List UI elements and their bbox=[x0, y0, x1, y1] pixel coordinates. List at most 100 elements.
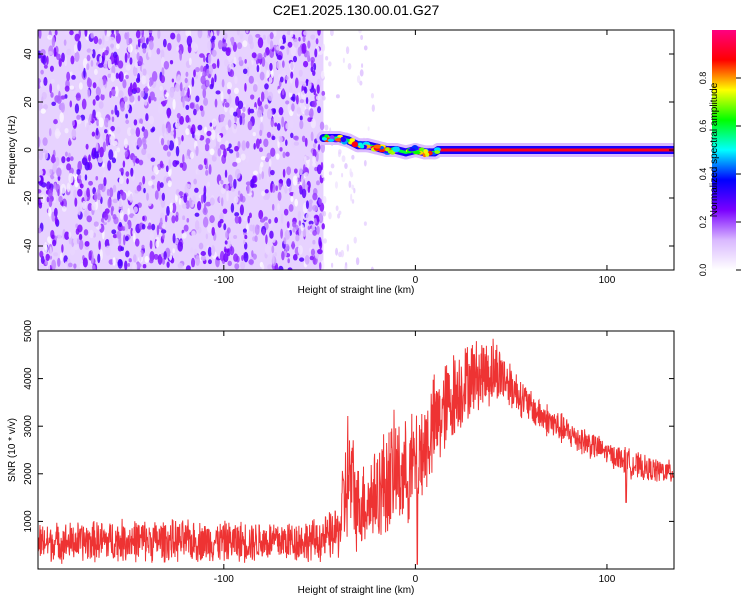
noise-speckle bbox=[277, 88, 282, 94]
noise-speckle bbox=[132, 65, 138, 77]
noise-speckle bbox=[161, 192, 166, 202]
noise-speckle bbox=[292, 175, 298, 186]
noise-speckle bbox=[209, 122, 213, 127]
noise-speckle bbox=[321, 260, 325, 270]
noise-speckle bbox=[295, 234, 300, 242]
noise-speckle bbox=[236, 151, 240, 159]
noise-speckle bbox=[315, 95, 321, 101]
noise-speckle bbox=[66, 71, 71, 81]
noise-speckle bbox=[265, 234, 268, 245]
noise-speckle bbox=[178, 191, 184, 196]
noise-speckle bbox=[69, 85, 75, 90]
noise-speckle bbox=[203, 126, 208, 134]
noise-speckle bbox=[159, 212, 165, 220]
noise-speckle bbox=[291, 103, 295, 112]
noise-speckle bbox=[291, 93, 296, 102]
noise-speckle bbox=[250, 178, 255, 189]
noise-speckle bbox=[267, 264, 273, 270]
noise-speckle bbox=[46, 196, 50, 203]
noise-speckle bbox=[48, 198, 53, 208]
noise-speckle bbox=[100, 93, 105, 101]
noise-speckle bbox=[239, 115, 243, 126]
noise-speckle bbox=[71, 128, 77, 139]
noise-speckle bbox=[312, 192, 318, 201]
noise-speckle bbox=[256, 109, 262, 118]
noise-speckle bbox=[195, 66, 200, 73]
noise-speckle bbox=[199, 142, 205, 153]
noise-speckle bbox=[179, 162, 184, 168]
noise-speckle bbox=[48, 128, 52, 137]
noise-speckle bbox=[350, 193, 353, 202]
noise-speckle bbox=[258, 209, 264, 220]
noise-speckle bbox=[51, 101, 57, 106]
noise-speckle bbox=[264, 61, 269, 70]
noise-speckle bbox=[240, 153, 246, 161]
noise-speckle bbox=[177, 262, 184, 269]
noise-speckle bbox=[96, 118, 100, 127]
noise-speckle bbox=[165, 165, 169, 173]
noise-speckle bbox=[151, 223, 156, 231]
noise-speckle bbox=[64, 231, 70, 240]
noise-speckle bbox=[66, 48, 72, 56]
noise-speckle bbox=[195, 95, 200, 103]
noise-speckle bbox=[124, 150, 129, 158]
noise-speckle bbox=[358, 30, 362, 34]
noise-speckle bbox=[38, 227, 42, 234]
noise-speckle bbox=[170, 130, 175, 136]
y-tick-label: 4000 bbox=[23, 367, 34, 390]
noise-speckle bbox=[117, 60, 124, 69]
noise-speckle bbox=[60, 102, 66, 113]
noise-speckle bbox=[97, 253, 101, 264]
onset-blob bbox=[327, 138, 335, 142]
noise-speckle bbox=[187, 184, 192, 189]
noise-speckle bbox=[338, 149, 342, 155]
noise-speckle bbox=[141, 126, 145, 132]
noise-speckle bbox=[293, 141, 300, 146]
noise-speckle bbox=[170, 32, 176, 40]
noise-speckle bbox=[185, 71, 189, 77]
noise-speckle bbox=[290, 118, 294, 129]
noise-speckle bbox=[211, 35, 216, 41]
noise-speckle bbox=[153, 253, 159, 260]
noise-speckle bbox=[51, 36, 56, 48]
noise-speckle bbox=[97, 183, 104, 190]
noise-speckle bbox=[115, 30, 119, 36]
noise-speckle bbox=[277, 191, 282, 202]
noise-speckle bbox=[317, 106, 321, 114]
noise-speckle bbox=[182, 96, 185, 108]
noise-speckle bbox=[361, 63, 364, 68]
noise-speckle bbox=[200, 194, 204, 204]
noise-speckle bbox=[278, 107, 284, 116]
noise-speckle bbox=[284, 243, 290, 251]
noise-speckle bbox=[47, 51, 53, 56]
noise-speckle bbox=[151, 126, 156, 132]
noise-speckle bbox=[43, 76, 48, 86]
noise-speckle bbox=[206, 223, 213, 234]
noise-speckle bbox=[154, 190, 159, 200]
noise-speckle bbox=[238, 56, 242, 62]
noise-speckle bbox=[211, 41, 215, 49]
noise-speckle bbox=[114, 86, 119, 97]
noise-speckle bbox=[176, 112, 181, 119]
noise-speckle bbox=[61, 156, 66, 164]
noise-speckle bbox=[111, 229, 117, 235]
noise-speckle bbox=[161, 123, 166, 135]
colorbar: 0.0 0.2 0.4 0.6 0.8 Normalized spectral ampl… bbox=[698, 30, 741, 276]
noise-speckle bbox=[203, 202, 207, 214]
noise-speckle bbox=[203, 158, 207, 166]
noise-speckle bbox=[243, 251, 249, 263]
noise-speckle bbox=[197, 124, 203, 131]
noise-speckle bbox=[331, 262, 334, 268]
noise-speckle bbox=[314, 48, 318, 58]
noise-speckle bbox=[145, 113, 149, 122]
noise-speckle bbox=[264, 244, 271, 255]
noise-speckle bbox=[351, 154, 355, 160]
noise-speckle bbox=[77, 206, 81, 216]
onset-blob bbox=[385, 147, 390, 152]
noise-speckle bbox=[299, 99, 305, 104]
noise-speckle bbox=[304, 137, 308, 147]
noise-speckle bbox=[190, 127, 194, 135]
noise-speckle bbox=[233, 87, 239, 94]
noise-speckle bbox=[310, 60, 314, 68]
noise-speckle bbox=[92, 99, 96, 106]
